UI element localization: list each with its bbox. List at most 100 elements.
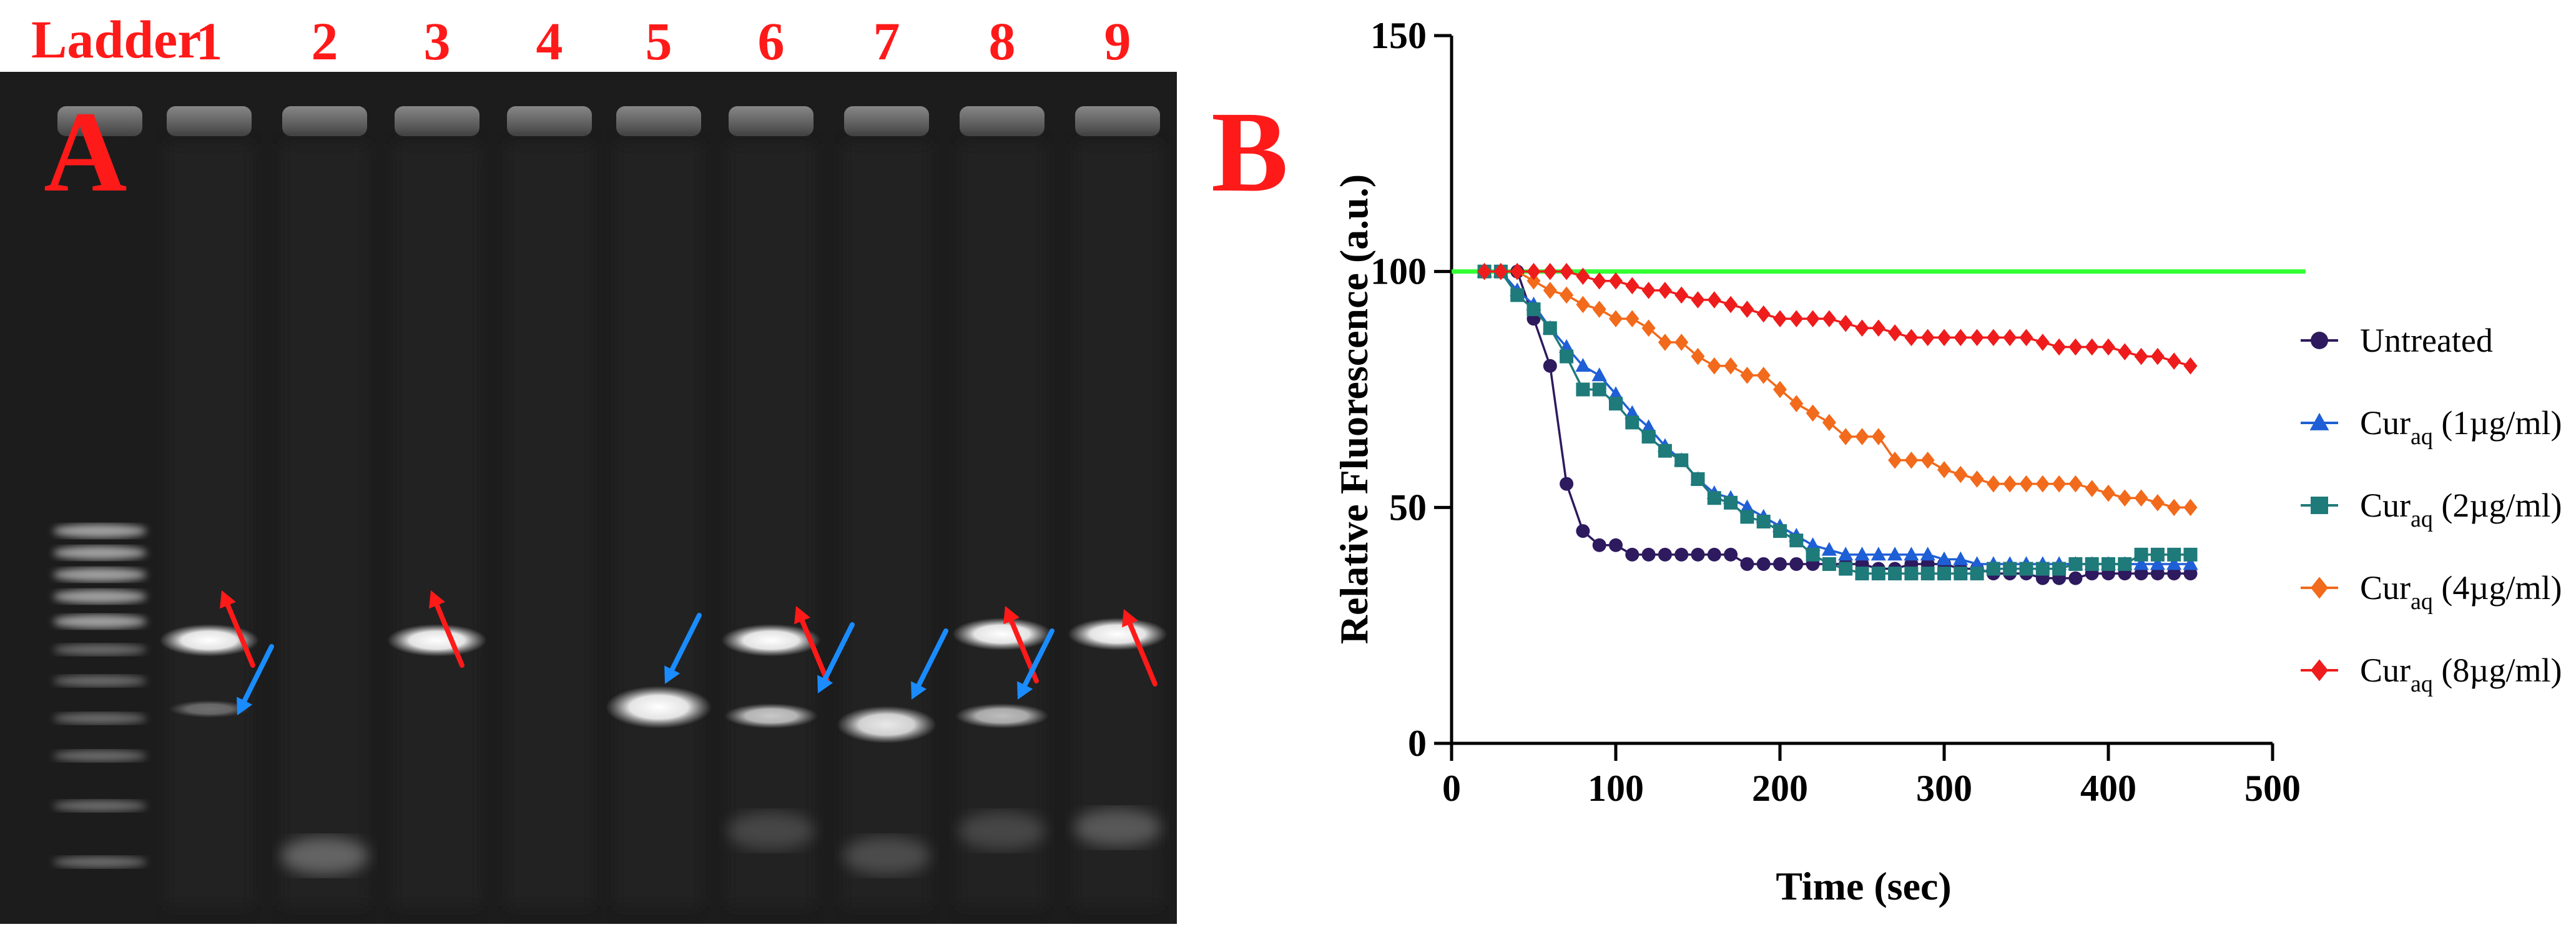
data-point (1855, 319, 1869, 337)
data-point (1756, 305, 1771, 323)
data-point (1986, 562, 2000, 576)
red-arrow (1122, 609, 1158, 687)
red-arrow (794, 606, 830, 683)
legend-marker (2311, 332, 2328, 349)
data-point (1641, 319, 1656, 337)
data-point (1854, 547, 1870, 561)
data-point (1691, 472, 1705, 487)
data-point (1560, 262, 1574, 280)
data-point (1904, 452, 1919, 469)
data-point (1609, 272, 1623, 290)
data-point (1756, 367, 1771, 384)
series-3 (1477, 264, 2198, 581)
data-point (2019, 475, 2033, 493)
data-point (1691, 547, 1705, 562)
legend-label: Untreated (2360, 322, 2493, 359)
data-point (1641, 547, 1656, 562)
x-tick-label: 500 (2244, 768, 2301, 809)
data-point (1970, 470, 1984, 488)
data-point (1740, 557, 1754, 571)
data-point (2183, 357, 2198, 375)
data-point (1888, 567, 1902, 581)
data-point (1822, 310, 1836, 327)
data-point (1724, 547, 1738, 562)
data-point (1674, 453, 1689, 467)
data-point (2150, 547, 2165, 562)
data-point (1953, 551, 1969, 565)
data-point (1510, 262, 1525, 280)
gel-well (507, 106, 592, 136)
data-point (2003, 329, 2017, 347)
data-point (1724, 357, 1738, 375)
data-point (1871, 567, 1885, 581)
data-point (1888, 452, 1902, 469)
data-point (1576, 524, 1590, 538)
data-point (1658, 547, 1672, 562)
data-point (1608, 386, 1624, 400)
data-point (1822, 414, 1836, 432)
data-point (1969, 556, 1985, 570)
ladder-band (53, 800, 147, 811)
data-point (1674, 547, 1689, 562)
ladder-band (53, 524, 147, 538)
x-tick-label: 200 (1752, 768, 1808, 809)
data-point (1526, 272, 1541, 290)
lane-smear (1074, 144, 1161, 906)
data-point (1526, 262, 1541, 280)
data-point (1707, 357, 1721, 375)
data-point (1986, 475, 2000, 493)
gel-well (167, 106, 252, 136)
data-point (2134, 547, 2148, 562)
data-point (1592, 300, 1606, 318)
lane-smear (393, 144, 481, 906)
data-point (2134, 347, 2148, 365)
ladder-band (53, 615, 147, 628)
series-line (1484, 270, 2191, 565)
data-point (1806, 310, 1820, 327)
data-point (1592, 272, 1606, 290)
data-point (1789, 557, 1804, 571)
data-point (1510, 288, 1525, 302)
ladder-label: Ladder (31, 9, 201, 69)
low-mw-smear (1074, 809, 1161, 846)
data-point (1937, 567, 1951, 581)
fluorescence-panel: B Relative Fluorescence (a.u.) Time (sec… (1186, 0, 2576, 924)
data-point (2150, 347, 2165, 365)
gel-well (395, 106, 479, 136)
data-point (1674, 334, 1689, 351)
series-line (1484, 270, 2191, 367)
low-mw-smear (843, 837, 930, 875)
data-point (1625, 547, 1639, 562)
gel-electrophoresis-panel: Ladder 1 2 3 4 5 6 7 8 9 A (0, 0, 1186, 924)
red-arrow (429, 590, 465, 668)
data-point (1954, 465, 1968, 483)
data-point (1724, 495, 1738, 510)
data-point (2102, 338, 2115, 356)
legend-marker (2309, 412, 2329, 430)
data-point (1904, 567, 1919, 581)
data-point (1839, 562, 1853, 576)
data-point (1986, 329, 2000, 347)
gel-well (616, 106, 701, 136)
panel-b-letter: B (1211, 88, 1288, 216)
ladder-band (53, 546, 147, 560)
gel-image: Ladder 1 2 3 4 5 6 7 8 9 A (0, 9, 1177, 924)
data-point (1591, 367, 1607, 382)
series-1 (1477, 264, 2198, 585)
data-point (2102, 557, 2115, 571)
data-point (2167, 547, 2181, 562)
lane-smear (506, 144, 593, 906)
data-point (1954, 329, 1968, 347)
data-point (1839, 315, 1853, 332)
data-point (1674, 286, 1689, 304)
data-point (1493, 262, 1508, 280)
data-point (1888, 324, 1902, 342)
low-mw-smear (727, 812, 815, 850)
data-point (1970, 567, 1984, 581)
data-point (2183, 547, 2198, 562)
data-point (2035, 562, 2050, 576)
ladder-band (53, 856, 147, 868)
data-point (1773, 380, 1787, 399)
data-point (1560, 349, 1574, 364)
legend-marker (2311, 577, 2328, 599)
